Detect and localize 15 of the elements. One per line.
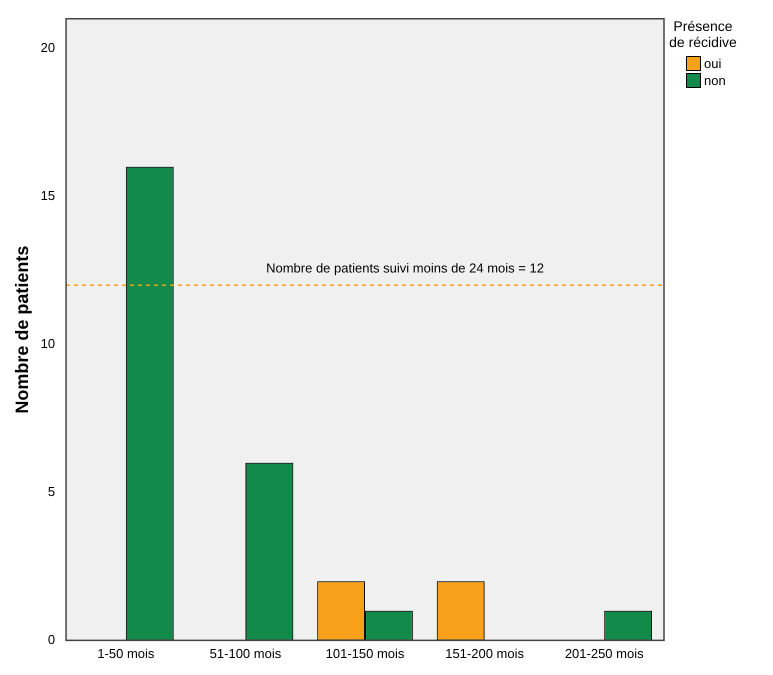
x-tick-label: 151-200 mois bbox=[445, 646, 524, 661]
y-tick-label: 10 bbox=[40, 336, 56, 351]
y-tick-label: 15 bbox=[40, 188, 56, 203]
legend-title: Présence de récidive bbox=[668, 18, 738, 50]
legend-label: non bbox=[704, 73, 726, 88]
x-tick-label: 101-150 mois bbox=[326, 646, 405, 661]
x-tick-label: 1-50 mois bbox=[97, 646, 155, 661]
ref-line-label: Nombre de patients suivi moins de 24 mois = 12 bbox=[266, 260, 544, 276]
y-tick-label: 0 bbox=[48, 632, 56, 647]
legend-label: oui bbox=[704, 56, 722, 71]
y-tick-label: 20 bbox=[40, 40, 56, 55]
y-axis-title: Nombre de patients bbox=[12, 246, 32, 414]
y-tick-label: 5 bbox=[48, 484, 56, 499]
x-tick-label: 51-100 mois bbox=[210, 646, 282, 661]
x-tick-label: 201-250 mois bbox=[564, 646, 644, 661]
